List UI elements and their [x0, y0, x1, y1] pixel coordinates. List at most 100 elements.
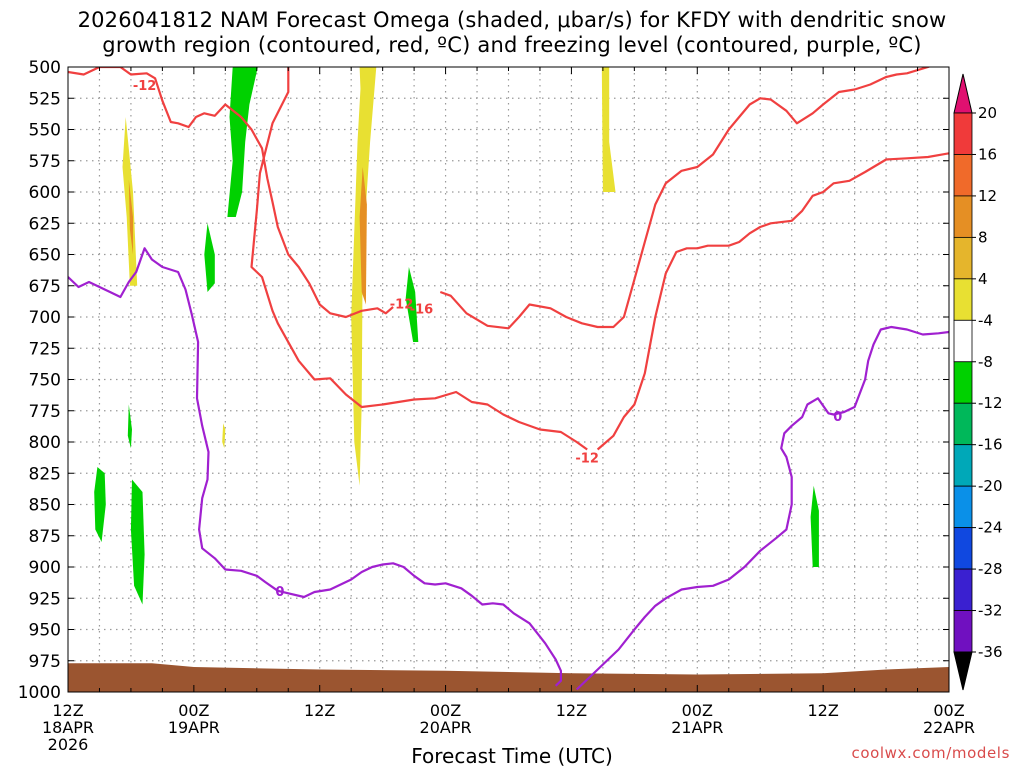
omega-shade-region	[359, 167, 367, 305]
chart-title-line-2: growth region (contoured, red, ºC) and f…	[102, 33, 922, 57]
y-tick-label: 825	[29, 464, 61, 484]
omega-shade-region	[130, 479, 145, 605]
y-tick-label: 525	[29, 89, 61, 109]
contour-line	[250, 67, 588, 451]
omega-shade-region	[94, 467, 106, 542]
colorbar-label: -24	[978, 519, 1003, 537]
omega-shading	[94, 67, 819, 605]
colorbar-label: 20	[978, 104, 997, 122]
omega-shade-region	[405, 267, 419, 342]
colorbar-label: 12	[978, 187, 997, 205]
omega-shade-region	[128, 179, 133, 255]
y-tick-label: 925	[29, 589, 61, 609]
grid-lines	[68, 67, 949, 692]
y-tick-label: 900	[29, 558, 61, 578]
x-tick-label: 00Z	[430, 701, 461, 720]
colorbar-label: -8	[978, 353, 993, 371]
y-tick-label: 1000	[18, 683, 61, 703]
omega-shade-region	[810, 485, 819, 567]
omega-shade-region	[222, 423, 226, 449]
x-tick-label: 20APR	[420, 718, 472, 737]
x-tick-label: 19APR	[168, 718, 220, 737]
omega-shade-region	[227, 67, 258, 217]
y-tick-label: 550	[29, 121, 61, 141]
contour-label: 0	[275, 585, 284, 600]
x-tick-label: 12Z	[556, 701, 587, 720]
x-tick-label: 22APR	[923, 718, 975, 737]
colorbar-label: 4	[978, 270, 988, 288]
colorbar-bin	[953, 195, 973, 238]
colorbar-label: -16	[978, 436, 1003, 454]
y-axis: 500 525 550 575 600 625 650 675 700 725 750 775 800 8…	[18, 58, 949, 703]
colorbar-label: -36	[978, 643, 1003, 661]
omega-shade-region	[351, 67, 377, 486]
colorbar-label: 16	[978, 145, 997, 163]
x-tick-label: 2026	[48, 735, 89, 754]
ground-surface	[68, 663, 949, 692]
x-tick-label: 12Z	[304, 701, 335, 720]
y-tick-label: 700	[29, 308, 61, 328]
colorbar-label: -4	[978, 311, 993, 329]
credit-text: coolwx.com/models	[851, 744, 1010, 762]
contour-line	[68, 67, 394, 319]
y-tick-label: 800	[29, 433, 61, 453]
y-tick-label: 850	[29, 496, 61, 516]
y-tick-label: 625	[29, 214, 61, 234]
colorbar-label: -12	[978, 394, 1003, 412]
contour-label: 0	[833, 410, 842, 425]
contour-label: -12	[133, 79, 157, 94]
colorbar-bin	[953, 402, 973, 446]
contour-line	[68, 247, 563, 687]
y-tick-label: 975	[29, 652, 61, 672]
colorbar-top-arrow	[953, 73, 973, 114]
contour-label: -12	[390, 298, 414, 313]
y-tick-label: 575	[29, 152, 61, 172]
y-tick-label: 600	[29, 183, 61, 203]
y-tick-label: 500	[29, 58, 61, 78]
colorbar-label: 8	[978, 228, 988, 246]
colorbar-bin	[953, 236, 973, 280]
x-tick-label: 00Z	[682, 701, 713, 720]
contour-label: -12	[575, 451, 599, 466]
y-tick-label: 750	[29, 371, 61, 391]
omega-shade-region	[601, 67, 616, 192]
colorbar-bin	[953, 278, 973, 321]
colorbar-bin	[953, 527, 973, 570]
contour-line	[575, 325, 949, 691]
contour-line	[596, 152, 949, 451]
y-tick-label: 950	[29, 621, 61, 641]
x-tick-label: 00Z	[933, 701, 964, 720]
colorbar-label: -20	[978, 477, 1003, 495]
x-tick-label: 00Z	[178, 701, 209, 720]
x-tick-label: 21APR	[671, 718, 723, 737]
colorbar-label: -28	[978, 560, 1003, 578]
colorbar-bin	[953, 444, 973, 487]
colorbar-bin	[953, 361, 973, 404]
x-tick-label: 18APR	[42, 718, 94, 737]
x-axis-label: Forecast Time (UTC)	[411, 744, 613, 768]
omega-shade-region	[204, 223, 215, 292]
x-tick-label: 12Z	[807, 701, 838, 720]
y-tick-label: 650	[29, 246, 61, 266]
colorbar-bin	[953, 568, 973, 611]
chart-title-line-1: 2026041812 NAM Forecast Omega (shaded, μ…	[77, 8, 947, 32]
colorbar-bin	[953, 112, 973, 155]
colorbar: 20 16 12 8 4 -4 -8 -12 -16 -20 -24 -28 -32 -36	[953, 73, 1003, 691]
y-tick-label: 675	[29, 277, 61, 297]
omega-shade-region	[127, 404, 132, 449]
contour-lines	[68, 67, 949, 691]
colorbar-label: -32	[978, 602, 1003, 620]
y-tick-label: 725	[29, 339, 61, 359]
contour-label: -16	[410, 303, 434, 318]
colorbar-bin	[953, 485, 973, 529]
y-tick-label: 875	[29, 527, 61, 547]
colorbar-bin	[953, 319, 973, 363]
x-tick-label: 12Z	[52, 701, 83, 720]
colorbar-bin	[953, 154, 973, 197]
ground-fill	[68, 663, 949, 692]
contour-line	[439, 67, 931, 330]
